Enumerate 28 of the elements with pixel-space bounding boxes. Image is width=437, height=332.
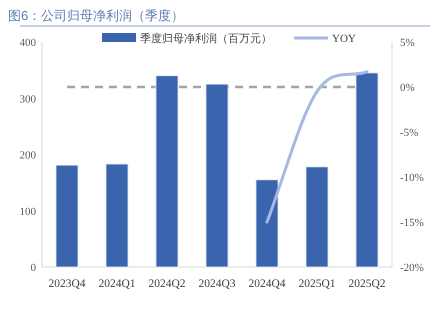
x-tick-label: 2024Q1 [98, 278, 136, 290]
y2-tick-label: -5% [400, 127, 418, 139]
y-tick-label: 400 [20, 37, 36, 49]
y2-tick-label: -10% [400, 172, 424, 184]
bar [156, 75, 178, 268]
x-tick-label: 2025Q1 [298, 278, 336, 290]
bar [356, 72, 378, 268]
y-tick-label: 300 [20, 93, 36, 106]
x-tick-label: 2025Q2 [348, 278, 386, 290]
y-tick-label: 200 [20, 150, 36, 162]
x-tick-label: 2023Q4 [48, 278, 86, 290]
x-tick-label: 2024Q3 [198, 278, 236, 290]
legend-label: 季度归母净利润（百万元） [140, 32, 272, 45]
bar [256, 179, 278, 268]
x-tick-label: 2024Q2 [148, 278, 186, 290]
y2-tick-label: 5% [400, 37, 415, 49]
legend-label: YOY [332, 33, 356, 45]
bar [306, 166, 328, 268]
bar [206, 84, 228, 268]
x-tick-label: 2024Q4 [248, 278, 286, 290]
chart-title: 图6：公司归母净利润（季度） [8, 8, 184, 23]
y2-tick-label: -15% [400, 217, 424, 229]
y-tick-label: 0 [30, 262, 36, 274]
bar [56, 164, 78, 268]
y2-tick-label: -20% [400, 262, 424, 274]
y-tick-label: 100 [20, 206, 36, 218]
y2-tick-label: 0% [400, 82, 415, 94]
bar [106, 164, 128, 268]
